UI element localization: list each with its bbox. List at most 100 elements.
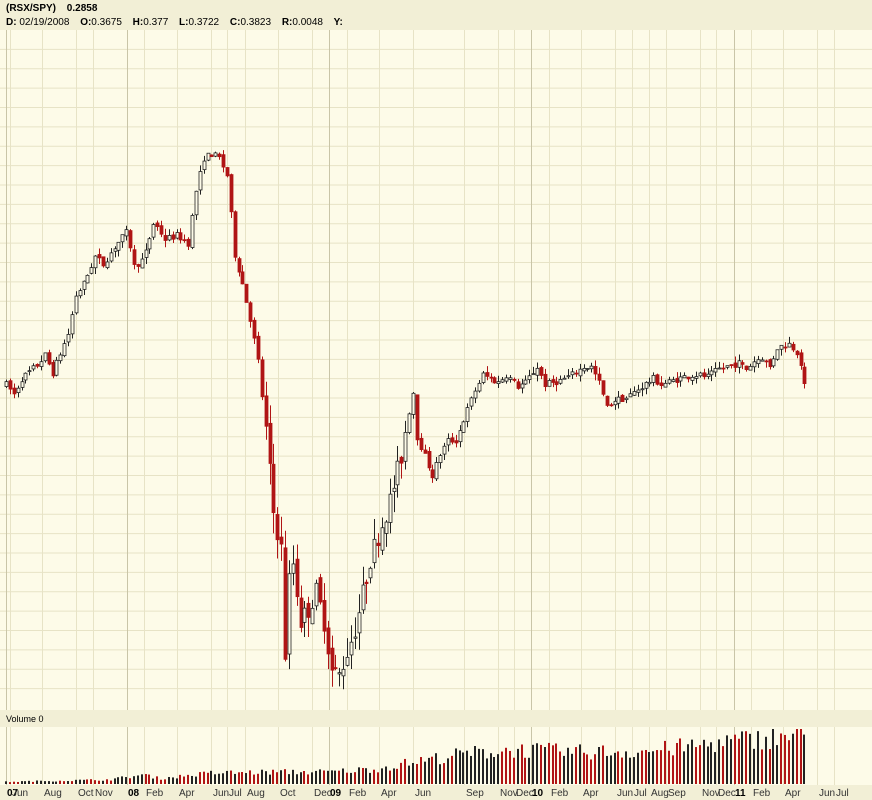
low-value: 0.3722 — [188, 17, 220, 28]
candle — [589, 362, 594, 373]
candle — [372, 518, 377, 569]
candle — [597, 367, 602, 385]
candle — [120, 234, 125, 248]
candle-body — [787, 342, 792, 348]
volume-bar — [412, 762, 414, 784]
open-value: 0.3675 — [91, 17, 122, 28]
x-tick-label: Dec — [314, 788, 332, 799]
volume-bar — [451, 755, 453, 784]
candle — [124, 225, 129, 241]
candle — [523, 375, 528, 385]
volume-bar — [307, 774, 309, 784]
candle — [330, 635, 335, 687]
candle — [554, 376, 559, 392]
candle — [4, 379, 9, 388]
candle-body — [783, 346, 788, 349]
candle — [66, 328, 71, 347]
candle — [213, 151, 218, 158]
candle — [349, 625, 354, 669]
candle-body — [644, 381, 649, 389]
x-tick-label: Nov — [95, 788, 113, 799]
volume-bar — [86, 779, 88, 784]
candle — [136, 263, 141, 273]
candle — [454, 434, 459, 448]
x-tick-label: Oct — [280, 788, 296, 799]
candle-body — [760, 359, 765, 362]
volume-bar — [505, 747, 507, 784]
candles[interactable] — [4, 150, 807, 690]
candle — [198, 165, 203, 195]
volume-bar — [772, 729, 774, 784]
candle-body — [547, 380, 552, 387]
candle-body — [795, 350, 800, 356]
volume-bar — [575, 747, 577, 784]
volume-bar — [753, 748, 755, 784]
volume-bar — [238, 772, 240, 784]
candle — [609, 402, 614, 407]
candle — [694, 371, 699, 384]
candle-body — [609, 404, 614, 407]
volume-bar — [234, 773, 236, 784]
volume-bar — [207, 772, 209, 784]
volume-bar — [637, 752, 639, 784]
candle — [368, 566, 373, 584]
volume-bar — [152, 778, 154, 784]
volume-bar — [265, 771, 267, 784]
candle-body — [12, 387, 17, 395]
candle-body — [128, 230, 133, 249]
volume-bar — [757, 731, 759, 784]
candle — [446, 433, 451, 452]
candle-body — [202, 160, 207, 171]
volume-bar — [796, 729, 798, 784]
x-tick-label: Jun — [819, 788, 835, 799]
volume-panel-header — [0, 710, 872, 727]
volume-bar — [261, 769, 263, 784]
x-tick-label: 10 — [532, 788, 544, 799]
candle — [275, 507, 280, 559]
candle-body — [411, 392, 416, 415]
volume-bar — [660, 750, 662, 784]
volume-bar — [435, 753, 437, 784]
volume-bar — [106, 779, 108, 784]
candle-body — [791, 343, 796, 351]
candle — [310, 599, 315, 625]
candle — [624, 396, 629, 404]
volume-bar — [490, 753, 492, 784]
candle — [151, 222, 156, 240]
candle — [469, 396, 474, 410]
volume-bar — [323, 770, 325, 784]
candle — [271, 443, 276, 534]
candle — [128, 229, 133, 252]
candle — [492, 376, 497, 384]
candle — [392, 475, 397, 513]
candle — [678, 372, 683, 387]
candle — [663, 379, 668, 388]
x-tick-label: Apr — [179, 788, 195, 799]
candle-body — [295, 558, 300, 598]
volume-bar — [195, 776, 197, 784]
candle-body — [318, 577, 323, 603]
x-tick-label: Dec — [516, 788, 534, 799]
volume-bar — [439, 764, 441, 784]
candle-body — [225, 167, 230, 177]
candle-body — [768, 359, 773, 368]
volume-bar — [583, 752, 585, 784]
volume-bar — [749, 733, 751, 784]
candle — [27, 366, 32, 376]
candle — [43, 352, 48, 363]
volume-bar — [334, 770, 336, 784]
candle — [585, 367, 590, 372]
volume-bar — [28, 780, 30, 784]
candle — [326, 620, 331, 670]
candle — [543, 368, 548, 392]
candle — [186, 237, 191, 250]
candle-body — [31, 365, 36, 370]
candle-body — [198, 171, 203, 191]
candle — [791, 341, 796, 353]
candle — [485, 366, 490, 381]
candle — [295, 544, 300, 606]
candle-body — [35, 363, 40, 367]
volume-bar — [59, 780, 61, 784]
candle — [279, 516, 284, 561]
